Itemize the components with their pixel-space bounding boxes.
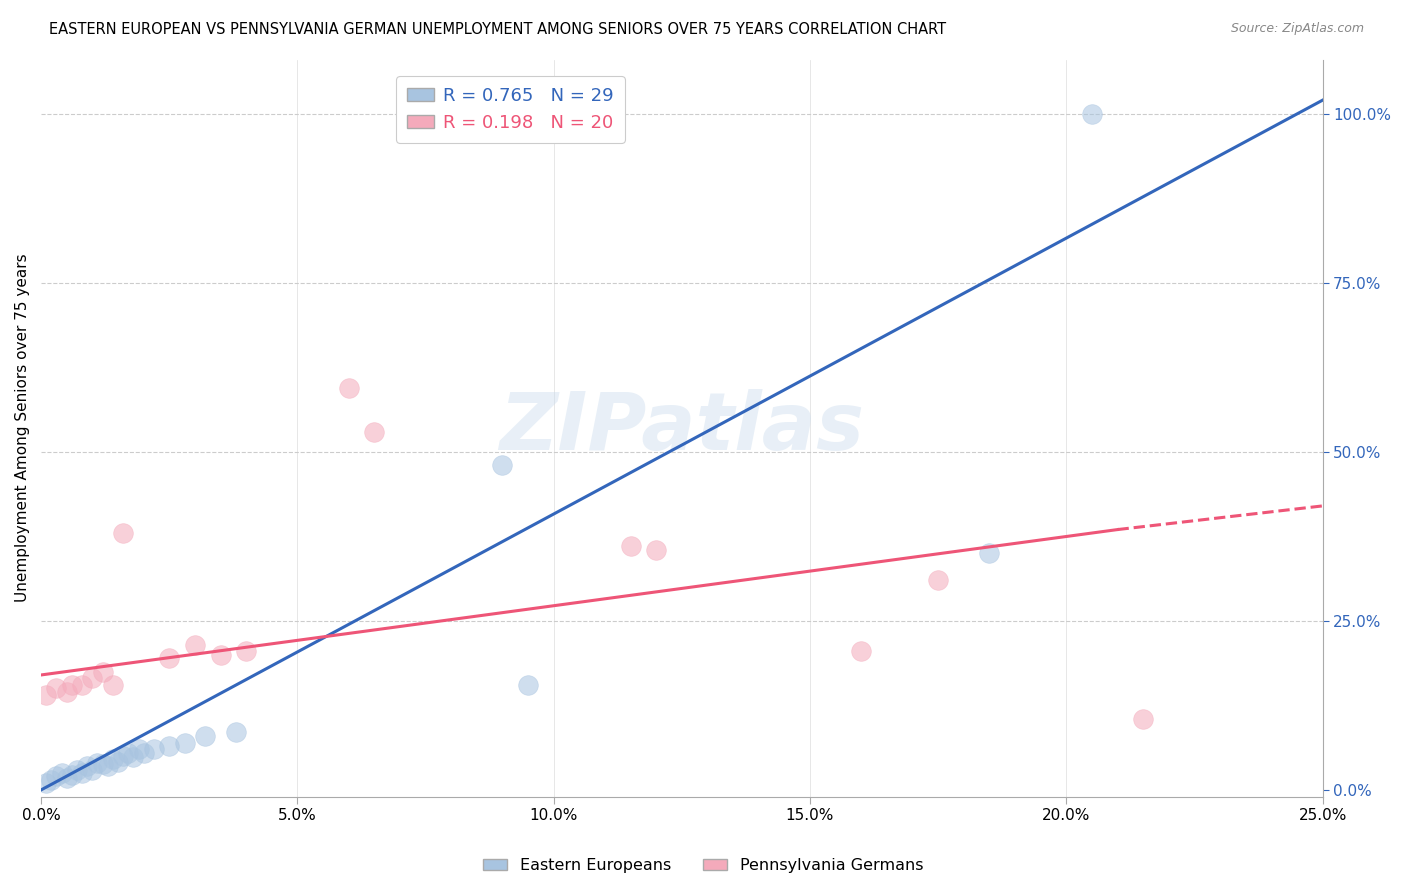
- Point: [86, 756, 108, 770]
- Point: [70, 678, 93, 692]
- Point: [66, 763, 89, 777]
- Point: [1081, 106, 1104, 120]
- Point: [142, 742, 165, 756]
- Point: [173, 735, 195, 749]
- Point: [82, 671, 104, 685]
- Legend: Eastern Europeans, Pennsylvania Germans: Eastern Europeans, Pennsylvania Germans: [477, 852, 929, 880]
- Point: [97, 759, 120, 773]
- Point: [184, 638, 207, 652]
- Point: [82, 763, 104, 777]
- Point: [101, 678, 124, 692]
- Point: [128, 742, 150, 756]
- Point: [55, 771, 77, 785]
- Point: [55, 685, 77, 699]
- Point: [209, 648, 232, 662]
- Point: [194, 729, 217, 743]
- Point: [35, 776, 58, 790]
- Point: [517, 678, 540, 692]
- Point: [157, 651, 180, 665]
- Point: [117, 746, 139, 760]
- Point: [51, 766, 73, 780]
- Point: [45, 769, 67, 783]
- Point: [157, 739, 180, 753]
- Point: [491, 458, 513, 473]
- Point: [132, 746, 155, 760]
- Point: [41, 772, 63, 787]
- Point: [35, 688, 58, 702]
- Point: [363, 425, 385, 439]
- Y-axis label: Unemployment Among Seniors over 75 years: Unemployment Among Seniors over 75 years: [15, 254, 30, 602]
- Point: [851, 644, 873, 658]
- Point: [337, 380, 360, 394]
- Point: [70, 766, 93, 780]
- Legend: R = 0.765   N = 29, R = 0.198   N = 20: R = 0.765 N = 29, R = 0.198 N = 20: [396, 76, 624, 143]
- Point: [927, 574, 949, 588]
- Point: [112, 525, 135, 540]
- Point: [112, 749, 135, 764]
- Point: [91, 757, 114, 772]
- Point: [619, 540, 641, 554]
- Point: [45, 681, 67, 696]
- Point: [107, 755, 129, 769]
- Point: [1132, 712, 1154, 726]
- Point: [122, 750, 145, 764]
- Point: [101, 752, 124, 766]
- Point: [225, 725, 247, 739]
- Point: [76, 759, 98, 773]
- Point: [91, 665, 114, 679]
- Point: [60, 678, 83, 692]
- Point: [645, 542, 668, 557]
- Text: EASTERN EUROPEAN VS PENNSYLVANIA GERMAN UNEMPLOYMENT AMONG SENIORS OVER 75 YEARS: EASTERN EUROPEAN VS PENNSYLVANIA GERMAN …: [49, 22, 946, 37]
- Point: [979, 546, 1001, 560]
- Point: [235, 644, 257, 658]
- Point: [60, 768, 83, 782]
- Text: ZIPatlas: ZIPatlas: [499, 389, 865, 467]
- Text: Source: ZipAtlas.com: Source: ZipAtlas.com: [1230, 22, 1364, 36]
